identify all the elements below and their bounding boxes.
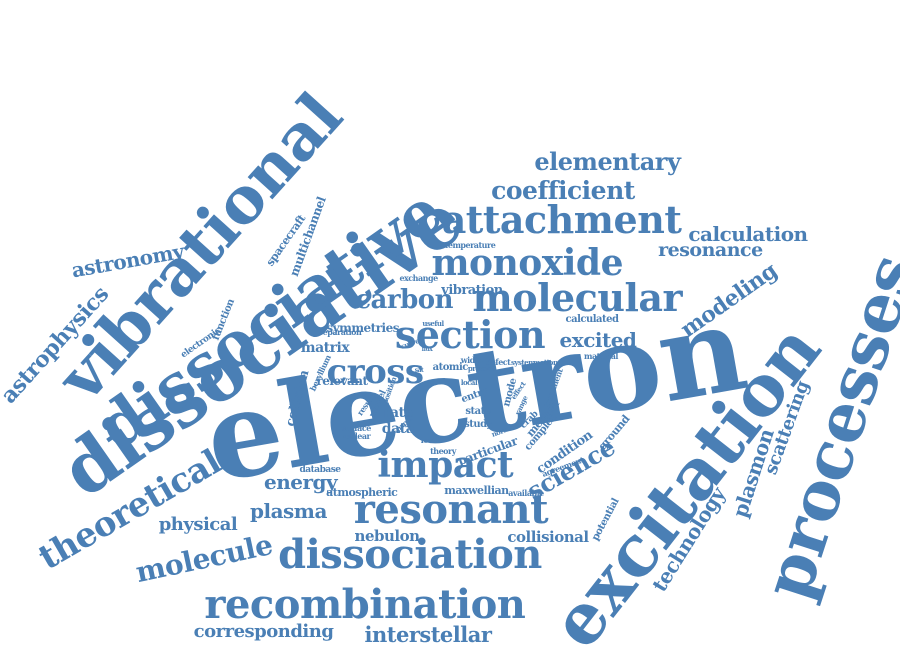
word-nuclear: nuclear bbox=[339, 431, 371, 441]
word-resonant: resonant bbox=[353, 486, 549, 533]
word-local: local bbox=[460, 377, 478, 387]
word-nebulon: nebulon bbox=[354, 526, 420, 545]
word-temperature: temperature bbox=[444, 240, 496, 250]
word-monoxide: monoxide bbox=[431, 242, 623, 284]
word-state: state bbox=[465, 406, 491, 417]
word-level: level bbox=[420, 435, 440, 445]
word-section: section bbox=[394, 312, 546, 357]
word-attachment: attachment bbox=[441, 197, 682, 242]
word-study: study bbox=[464, 419, 492, 430]
word-matrix: matrix bbox=[300, 340, 350, 356]
word-width: width bbox=[460, 355, 484, 365]
word-energy: energy bbox=[264, 470, 338, 494]
word-surface: surface bbox=[341, 423, 371, 433]
word-relevant: relevant bbox=[316, 374, 368, 388]
word-useful: useful bbox=[422, 318, 444, 328]
word-atomic: atomic bbox=[432, 362, 469, 373]
word-database: database bbox=[299, 464, 341, 475]
word-cross: cross bbox=[326, 352, 424, 392]
word-calculation: calculation bbox=[688, 222, 808, 246]
word-sat: sat bbox=[414, 367, 424, 374]
word-corresponding: corresponding bbox=[193, 621, 334, 642]
word-flux: flux bbox=[421, 346, 433, 353]
word-carbon: carbon bbox=[355, 285, 453, 315]
word-system: system bbox=[510, 357, 536, 367]
word-data: data bbox=[381, 421, 415, 437]
word-calculated: calculated bbox=[565, 314, 619, 325]
word-theory: theory bbox=[430, 446, 456, 456]
word-coefficient: coefficient bbox=[491, 175, 635, 205]
word-material: material bbox=[584, 351, 618, 361]
word-motion: motion bbox=[532, 357, 558, 367]
word-separation: separation bbox=[318, 327, 362, 337]
word-interstellar: interstellar bbox=[364, 621, 492, 647]
word-excited: excited bbox=[559, 328, 637, 352]
word-exchange: exchange bbox=[399, 273, 438, 283]
word-available: available bbox=[508, 488, 544, 498]
word-rate: rate bbox=[383, 405, 413, 421]
word-present: present bbox=[467, 363, 495, 373]
word-impact: impact bbox=[377, 444, 514, 486]
word-physical: physical bbox=[158, 514, 238, 535]
word-resonance: resonance bbox=[658, 238, 763, 261]
word-plasma: plasma bbox=[250, 499, 327, 523]
word-dissociation: dissociation bbox=[278, 531, 542, 578]
word-molecule: molecule bbox=[132, 528, 276, 590]
word-maxwellian: maxwellian bbox=[444, 483, 509, 497]
word-collisional: collisional bbox=[507, 527, 589, 546]
word-molecular: molecular bbox=[472, 275, 683, 320]
word-symmetries: symmetries bbox=[326, 321, 399, 335]
word-atmospheric: atmospheric bbox=[326, 485, 398, 499]
word-defect: defect bbox=[485, 357, 511, 367]
word-recombination: recombination bbox=[204, 581, 526, 628]
word-elementary: elementary bbox=[534, 147, 681, 176]
word-vibration: vibration bbox=[441, 282, 503, 298]
